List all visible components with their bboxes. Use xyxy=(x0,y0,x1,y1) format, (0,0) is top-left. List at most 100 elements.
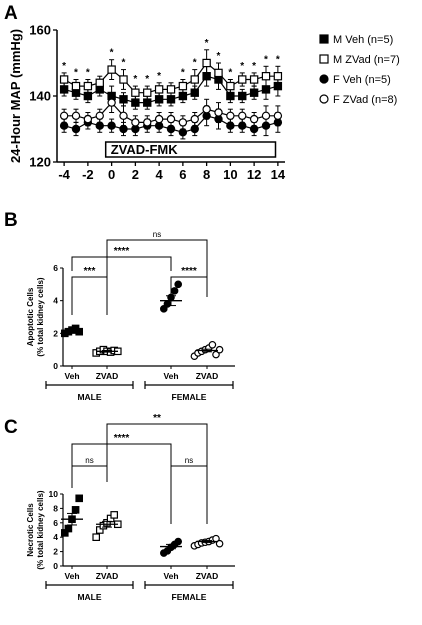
data-point-3 xyxy=(166,114,176,124)
significance-star: * xyxy=(122,58,126,69)
data-point-2 xyxy=(95,121,104,130)
data-point-3 xyxy=(119,111,128,121)
data-point-1 xyxy=(92,533,101,542)
data-point-3 xyxy=(202,104,211,114)
data-point-1 xyxy=(83,81,93,91)
panel-letter-a: A xyxy=(4,3,18,24)
treatment-bar xyxy=(104,141,277,158)
significance-star: * xyxy=(74,68,78,79)
y-tick-label: 6 xyxy=(53,518,58,528)
data-point-1 xyxy=(202,58,211,68)
data-point-1 xyxy=(143,88,152,97)
data-point-0 xyxy=(226,91,235,101)
group-label: FEMALE xyxy=(172,392,207,402)
legend-marker-1 xyxy=(319,54,329,64)
data-point-2 xyxy=(163,300,172,308)
data-point-2 xyxy=(119,124,128,134)
data-point-2 xyxy=(59,121,69,130)
comparison-bracket xyxy=(71,443,172,488)
data-point-1 xyxy=(59,75,69,84)
legend-label-2: F Veh (n=5) xyxy=(333,74,391,86)
data-point-2 xyxy=(174,537,183,546)
y-tick-label: 2 xyxy=(53,547,58,557)
significance-star: * xyxy=(145,74,149,85)
significance-star: * xyxy=(205,38,209,49)
data-point-0 xyxy=(64,524,73,533)
data-point-2 xyxy=(166,124,176,134)
data-point-2 xyxy=(238,121,247,130)
group-label: MALE xyxy=(77,392,101,402)
x-tick-label: 4 xyxy=(156,167,164,182)
data-point-1 xyxy=(273,71,283,81)
x-tick-label: 6 xyxy=(179,167,186,182)
comparison-label: ** xyxy=(153,413,161,424)
x-tick-label: ZVAD xyxy=(196,571,219,581)
comparison-label: ns xyxy=(185,456,193,465)
data-point-0 xyxy=(131,98,140,107)
y-tick-label: 2 xyxy=(53,328,58,338)
data-point-1 xyxy=(166,85,176,94)
data-point-0 xyxy=(83,91,93,101)
data-point-0 xyxy=(249,88,259,97)
comparison-label: **** xyxy=(181,266,197,277)
data-point-3 xyxy=(238,111,247,121)
y-tick-label: 4 xyxy=(53,532,58,542)
legend-label-1: M ZVad (n=7) xyxy=(333,54,400,66)
comparison-label: **** xyxy=(114,433,130,444)
comparison-label: **** xyxy=(114,246,130,257)
y-tick-label: 4 xyxy=(53,296,58,306)
comparison-bracket xyxy=(106,239,208,290)
data-point-3 xyxy=(154,114,164,124)
data-point-1 xyxy=(71,81,81,91)
data-point-1 xyxy=(214,68,223,78)
y-axis-label: 24-Hour MAP (mmHg) xyxy=(8,29,23,163)
significance-star: * xyxy=(157,71,161,82)
y-tick-label: 120 xyxy=(29,155,51,170)
y-tick-label: 8 xyxy=(53,503,58,513)
x-tick-label: -2 xyxy=(82,167,94,182)
y-tick-label: 140 xyxy=(29,89,51,104)
data-point-3 xyxy=(190,114,199,124)
group-label: FEMALE xyxy=(172,592,207,602)
data-point-0 xyxy=(119,95,128,104)
data-point-2 xyxy=(71,124,81,134)
data-point-0 xyxy=(71,506,80,514)
significance-star: * xyxy=(240,61,244,72)
y-tick-label: 0 xyxy=(53,361,58,371)
comparison-bracket xyxy=(71,465,108,482)
data-point-3 xyxy=(226,111,235,121)
comparison-label: ns xyxy=(85,456,93,465)
x-tick-label: 14 xyxy=(271,167,286,182)
legend-marker-2 xyxy=(319,74,329,84)
y-tick-label: 6 xyxy=(53,263,58,273)
significance-star: * xyxy=(133,74,137,85)
significance-star: * xyxy=(181,68,185,79)
y-tick-label: 0 xyxy=(53,561,58,571)
comparison-bracket xyxy=(170,465,208,524)
data-point-0 xyxy=(59,85,69,94)
data-point-2 xyxy=(190,124,199,134)
data-point-2 xyxy=(160,305,168,313)
significance-star: * xyxy=(228,68,232,79)
legend-label-0: M Veh (n=5) xyxy=(333,34,393,46)
comparison-label: ns xyxy=(153,230,161,239)
data-point-3 xyxy=(212,350,220,359)
panel-letter-b: B xyxy=(4,210,18,231)
data-point-1 xyxy=(154,85,164,94)
x-tick-label: Veh xyxy=(64,571,79,581)
significance-star: * xyxy=(264,54,268,65)
data-point-1 xyxy=(95,78,104,87)
x-tick-label: 8 xyxy=(203,167,210,182)
x-tick-label: 2 xyxy=(132,167,139,182)
panel-a-line-chart: 120 140 160 -4 -2 0 2 4 6 8 10 12 14 24-Hour MAP (mmH… xyxy=(8,23,400,183)
data-point-3 xyxy=(261,111,271,121)
significance-star: * xyxy=(252,61,256,72)
data-point-3 xyxy=(178,118,188,127)
group-label: MALE xyxy=(77,592,101,602)
y-tick-label: 10 xyxy=(49,489,59,499)
x-tick-label: Veh xyxy=(163,371,178,381)
data-point-3 xyxy=(131,118,140,127)
significance-star: * xyxy=(62,61,66,72)
